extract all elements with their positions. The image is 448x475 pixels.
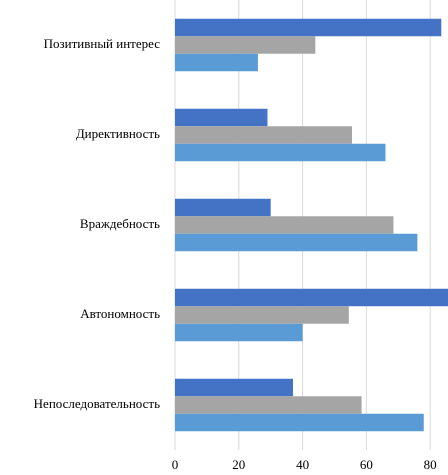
bar <box>175 216 394 234</box>
x-tick-label: 40 <box>296 457 309 472</box>
bar <box>175 108 268 127</box>
y-tick-label: Директивность <box>76 126 160 141</box>
bar <box>175 323 303 342</box>
bar <box>175 413 424 432</box>
y-tick-label: Враждебность <box>80 216 160 231</box>
y-tick-label: Непоследовательность <box>34 396 160 411</box>
bar <box>175 396 362 414</box>
bar <box>175 233 418 252</box>
bar <box>175 288 448 307</box>
bar <box>175 143 386 162</box>
bar <box>175 378 294 397</box>
x-tick-label: 80 <box>424 457 437 472</box>
bar <box>175 53 258 72</box>
bar <box>175 126 353 144</box>
x-tick-label: 0 <box>172 457 179 472</box>
labels: 0 20 40 60 80 Позитивный интерес Директивность… <box>34 36 437 472</box>
x-tick-label: 60 <box>360 457 373 472</box>
bar <box>175 18 442 37</box>
bars <box>175 18 448 432</box>
x-tick-label: 20 <box>232 457 245 472</box>
bar <box>175 36 316 54</box>
y-tick-label: Автономность <box>80 306 160 321</box>
bar <box>175 198 271 217</box>
bar <box>175 306 349 324</box>
y-tick-label: Позитивный интерес <box>44 36 161 51</box>
